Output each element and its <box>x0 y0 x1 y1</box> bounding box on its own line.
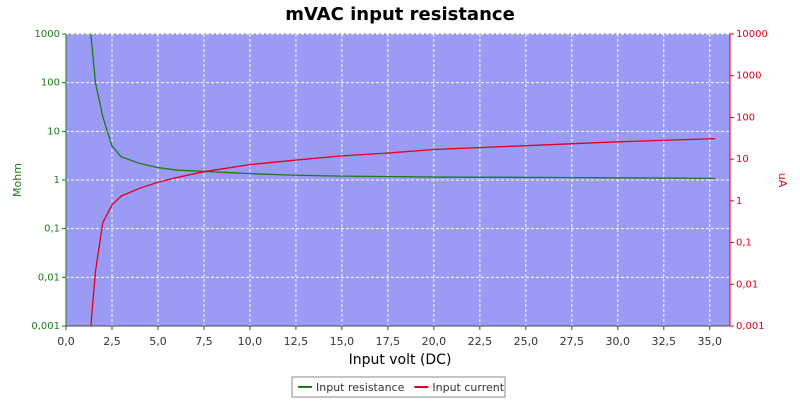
legend-label: Input current <box>432 381 504 394</box>
y2-tick-label: 1 <box>736 196 742 207</box>
series-line <box>90 137 716 326</box>
y2-tick-label: 0,1 <box>736 238 752 249</box>
y2-tick-label: 0,001 <box>736 321 765 332</box>
y2-tick-label: 10000 <box>736 29 768 40</box>
x-tick-label: 22,5 <box>468 335 493 348</box>
y-tick-label: 1000 <box>35 29 60 40</box>
y-tick-label: 0,1 <box>44 224 60 235</box>
legend-label: Input resistance <box>316 381 405 394</box>
chart-title: mVAC input resistance <box>285 4 515 25</box>
y-axis-title: Mohm <box>11 163 24 197</box>
y-tick-label: 100 <box>41 78 60 89</box>
y-tick-label: 1 <box>54 175 60 186</box>
legend <box>291 376 506 398</box>
x-tick-label: 27,5 <box>560 335 585 348</box>
y2-tick-label: 1000 <box>736 71 761 82</box>
x-tick-label: 17,5 <box>376 335 401 348</box>
y2-tick-label: 100 <box>736 112 755 123</box>
y2-axis-title: uA <box>776 173 789 188</box>
x-tick-label: 2,5 <box>103 335 121 348</box>
x-tick-label: 25,0 <box>514 335 539 348</box>
x-tick-label: 12,5 <box>284 335 309 348</box>
x-axis-title: Input volt (DC) <box>349 352 452 368</box>
x-tick-label: 35,0 <box>698 335 723 348</box>
x-tick-label: 7,5 <box>195 335 213 348</box>
x-tick-label: 30,0 <box>606 335 631 348</box>
x-tick-label: 15,0 <box>330 335 355 348</box>
y-tick-label: 0,01 <box>38 272 60 283</box>
y2-tick-label: 10 <box>736 154 749 165</box>
y-tick-label: 10 <box>47 126 60 137</box>
y-tick-label: 0,001 <box>31 321 60 332</box>
grid <box>65 33 730 327</box>
x-tick-label: 20,0 <box>422 335 447 348</box>
series-line <box>90 34 716 180</box>
x-tick-label: 32,5 <box>652 335 677 348</box>
x-tick-label: 0,0 <box>57 335 75 348</box>
x-tick-label: 10,0 <box>238 335 263 348</box>
x-tick-label: 5,0 <box>149 335 167 348</box>
y2-tick-label: 0,01 <box>736 279 758 290</box>
